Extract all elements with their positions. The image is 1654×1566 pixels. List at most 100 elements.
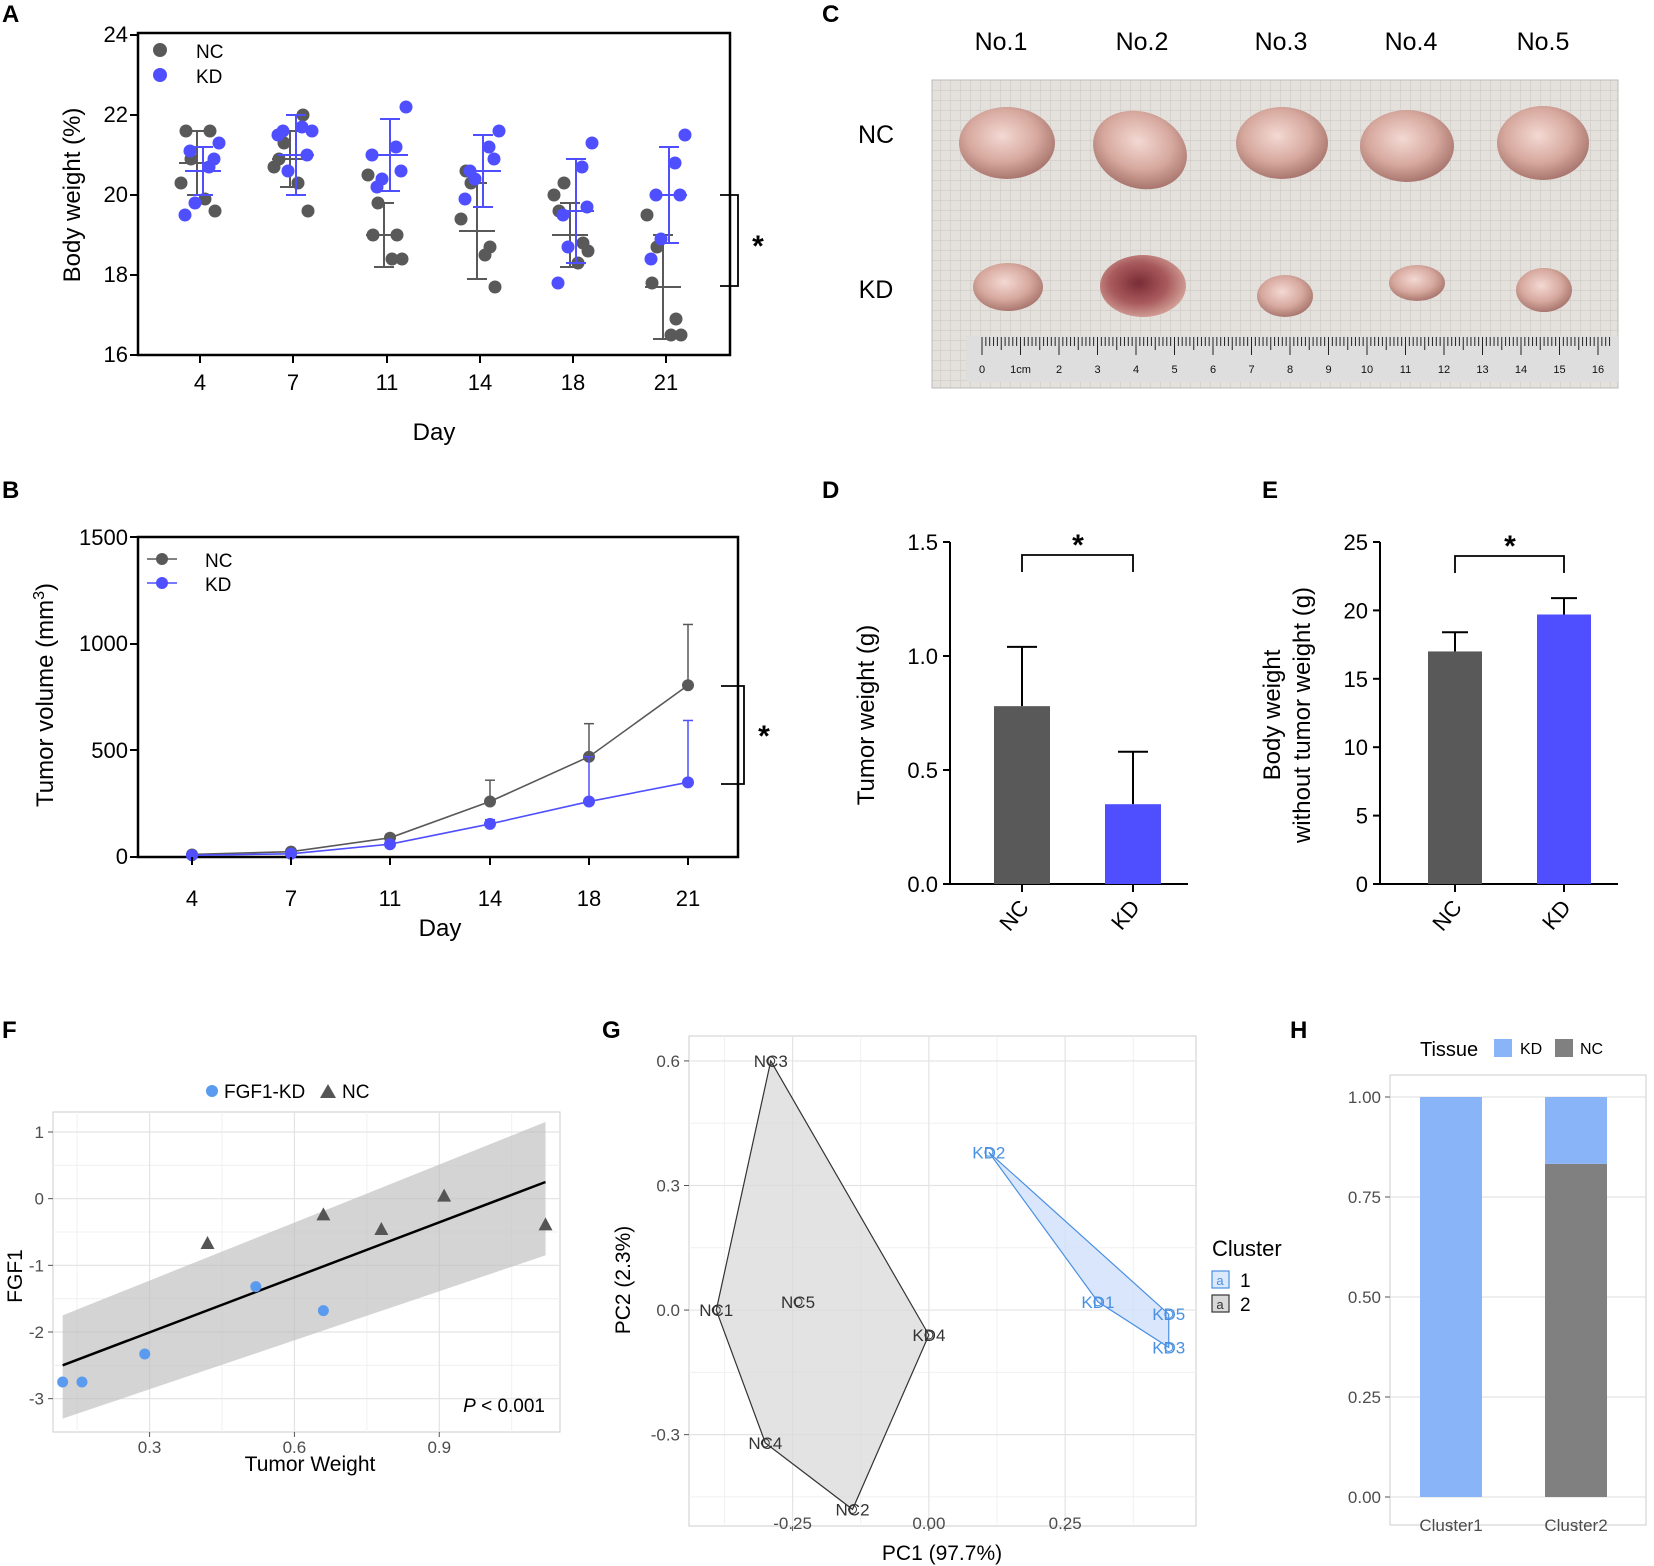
panel-label-g: G: [602, 1017, 621, 1044]
panel-label-c: C: [822, 1, 839, 28]
ruler-label: 2: [1056, 364, 1062, 376]
bar-nc-cluster2: [1545, 1163, 1607, 1497]
data-point-nc: [361, 168, 375, 182]
data-point-kd: [585, 136, 599, 150]
pca-point: [766, 1056, 776, 1066]
panel-g-pca-chart: -0.25 0.00 0.25 0.6 0.3 0.0 -0.3 PC1 (97.7%) P…: [612, 1035, 1282, 1565]
legend-label-kd: KD: [1520, 1041, 1542, 1058]
plot-frame: [136, 535, 740, 859]
regression-line: [62, 1180, 546, 1367]
ruler-label: 12: [1438, 364, 1450, 376]
tumor-nc-3: [1236, 107, 1328, 179]
panel-c-tumor-photo: No.1 No.2 No.3 No.4 No.5 NC KD 0 1cm 2 3 4 5 6…: [858, 28, 1619, 389]
bar-kd: [1105, 804, 1161, 884]
data-point-kd: [375, 172, 389, 186]
y-axis-label: Tumor volume (mm3): [31, 583, 59, 807]
y-tick-label: 1: [35, 1123, 44, 1142]
y-tick-label: -1: [29, 1256, 44, 1275]
legend-label-fgf1-kd: FGF1-KD: [224, 1082, 305, 1103]
data-point-kd: [295, 120, 309, 134]
bar-kd-cluster2: [1545, 1097, 1607, 1164]
x-tick-label: 0.9: [427, 1438, 451, 1457]
tumor-kd-3: [1257, 275, 1313, 317]
photo-column-label: No.4: [1385, 28, 1438, 56]
tumor-nc-4: [1360, 110, 1454, 182]
x-axis-label: Tumor Weight: [245, 1453, 376, 1476]
pca-point-label: NC1: [699, 1301, 733, 1320]
x-axis-label: PC1 (97.7%): [882, 1542, 1002, 1565]
tumor-kd-2: [1100, 255, 1186, 317]
y-tick-label: 0.6: [656, 1052, 680, 1071]
legend-marker-nc: [156, 553, 168, 565]
x-tick-label: 7: [285, 886, 297, 911]
x-tick-label: 7: [287, 370, 299, 395]
data-point-kd: [305, 124, 319, 138]
data-point-nc: [179, 124, 193, 138]
data-point-nc: [385, 252, 399, 266]
data-point-kd: [644, 252, 658, 266]
y-axis-label: Body weight (%): [59, 108, 86, 283]
data-point-kd: [468, 172, 482, 186]
pca-point: [984, 1147, 994, 1157]
y-tick-label: 0: [1356, 872, 1368, 897]
legend-key-kd: [1494, 1039, 1512, 1057]
legend-key-cluster-2: [1211, 1294, 1230, 1313]
ruler-label: 1cm: [1010, 364, 1031, 376]
y-tick-label: 15: [1344, 667, 1368, 692]
data-point-nc: [395, 252, 409, 266]
significance-bracket: [1454, 555, 1565, 573]
x-tick-label: 18: [577, 886, 601, 911]
y-tick-label: -2: [29, 1323, 44, 1342]
legend-marker-kd: [156, 577, 168, 589]
panel-f-fgf1-correlation-chart: 0.3 0.6 0.9 1 0 -1 -2 -3 FGF1-KD NC Tumor Weigh…: [4, 1082, 561, 1476]
data-point-nc: [547, 188, 561, 202]
p-value-annotation: P < 0.001: [463, 1396, 545, 1417]
pca-point-label: KD3: [1152, 1338, 1185, 1357]
data-point-nc: [200, 1236, 215, 1249]
legend-key-letter: a: [1216, 1273, 1224, 1288]
data-point-kd: [551, 276, 565, 290]
ruler-label: 16: [1592, 364, 1604, 376]
tumor-kd-1: [973, 263, 1043, 311]
y-axis-label: Tumor weight (g): [853, 625, 880, 806]
y-tick-label: 1.0: [907, 644, 938, 669]
x-tick-label: Cluster1: [1419, 1516, 1482, 1535]
y-axis-label: PC2 (2.3%): [612, 1226, 635, 1335]
photo-row-label: KD: [859, 276, 894, 304]
series-line-kd: [191, 781, 689, 857]
photo-column-label: No.5: [1517, 28, 1570, 56]
significance-star: *: [752, 230, 764, 263]
x-tick-label: KD: [1106, 895, 1145, 934]
significance-bracket: [721, 685, 745, 785]
ruler-label: 15: [1553, 364, 1565, 376]
data-point-kd: [484, 817, 496, 830]
pca-point: [711, 1305, 721, 1315]
data-point-kd: [178, 208, 192, 222]
data-point-kd: [583, 795, 595, 808]
x-tick-label: 0.00: [912, 1514, 945, 1533]
x-tick-label: -0.25: [773, 1514, 812, 1533]
legend-label-nc: NC: [342, 1082, 369, 1103]
x-tick-label: 11: [376, 370, 399, 395]
data-point-fgf1-kd: [317, 1305, 329, 1317]
data-point-nc: [538, 1217, 553, 1231]
data-point-nc: [203, 124, 217, 138]
data-point-kd: [575, 160, 589, 174]
legend-label-cluster-2: 2: [1240, 1295, 1251, 1316]
data-point-fgf1-kd: [76, 1376, 88, 1388]
legend-marker-nc: [320, 1084, 336, 1098]
x-tick-label: NC: [994, 895, 1034, 935]
y-axis-label-line2: without tumor weight (g): [1289, 587, 1316, 844]
data-point-kd: [492, 124, 506, 138]
y-tick-label: 0.0: [907, 872, 938, 897]
y-tick-label: 25: [1344, 530, 1368, 555]
y-tick-label: 20: [104, 182, 128, 207]
data-point-kd: [561, 240, 575, 254]
ruler-label: 14: [1515, 364, 1527, 376]
pca-point-label: NC3: [754, 1052, 788, 1071]
data-point-kd: [458, 192, 472, 206]
ruler-label: 13: [1476, 364, 1488, 376]
legend-label-nc: NC: [196, 42, 223, 63]
data-point-nc: [316, 1207, 331, 1221]
photo-column-label: No.2: [1116, 28, 1169, 56]
